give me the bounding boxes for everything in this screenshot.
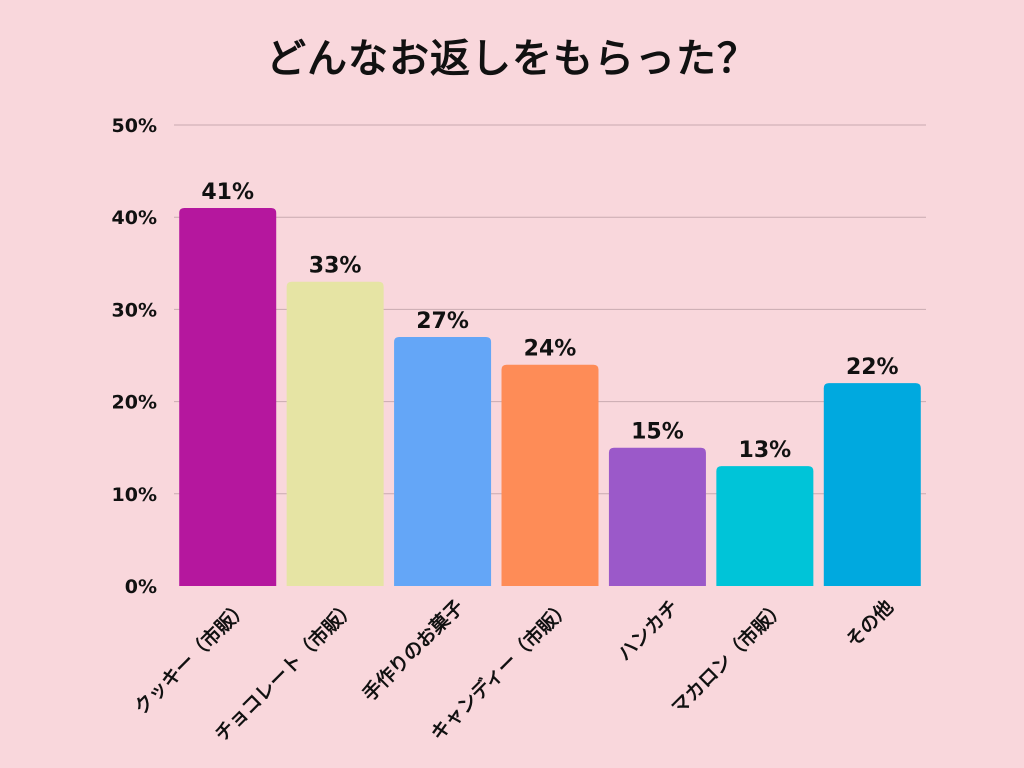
bar — [394, 337, 492, 586]
bar — [608, 447, 706, 586]
data-label: 24% — [524, 337, 577, 362]
category-label: ハンカチ — [614, 596, 683, 665]
category-label: クッキー（市販） — [129, 595, 253, 719]
y-tick-label: 50% — [112, 115, 157, 137]
data-label: 22% — [846, 355, 899, 380]
y-tick-label: 30% — [112, 299, 157, 321]
category-label: その他 — [841, 595, 898, 652]
data-label: 15% — [631, 420, 684, 445]
data-label: 33% — [309, 254, 362, 279]
y-tick-label: 40% — [112, 207, 157, 229]
data-label: 41% — [201, 180, 254, 205]
data-labels: 41% 33% 27% 24% 15% 13% 22% — [201, 180, 898, 463]
bar — [716, 466, 814, 586]
bar — [501, 364, 599, 586]
y-tick-label: 10% — [112, 484, 157, 506]
y-tick-label: 20% — [112, 392, 157, 414]
bar — [286, 281, 384, 586]
chart-title: どんなお返しをもらった？ — [266, 36, 758, 82]
y-tick-label: 0% — [125, 576, 157, 598]
category-label: マカロン（市販） — [667, 595, 791, 719]
data-label: 13% — [739, 438, 792, 463]
data-label: 27% — [416, 309, 469, 334]
category-label: 手作りのお菓子 — [358, 595, 468, 705]
bar — [179, 207, 277, 587]
y-axis-ticks: 0% 10% 20% 30% 40% 50% — [112, 115, 157, 598]
bars — [179, 207, 921, 587]
bar — [823, 383, 921, 586]
